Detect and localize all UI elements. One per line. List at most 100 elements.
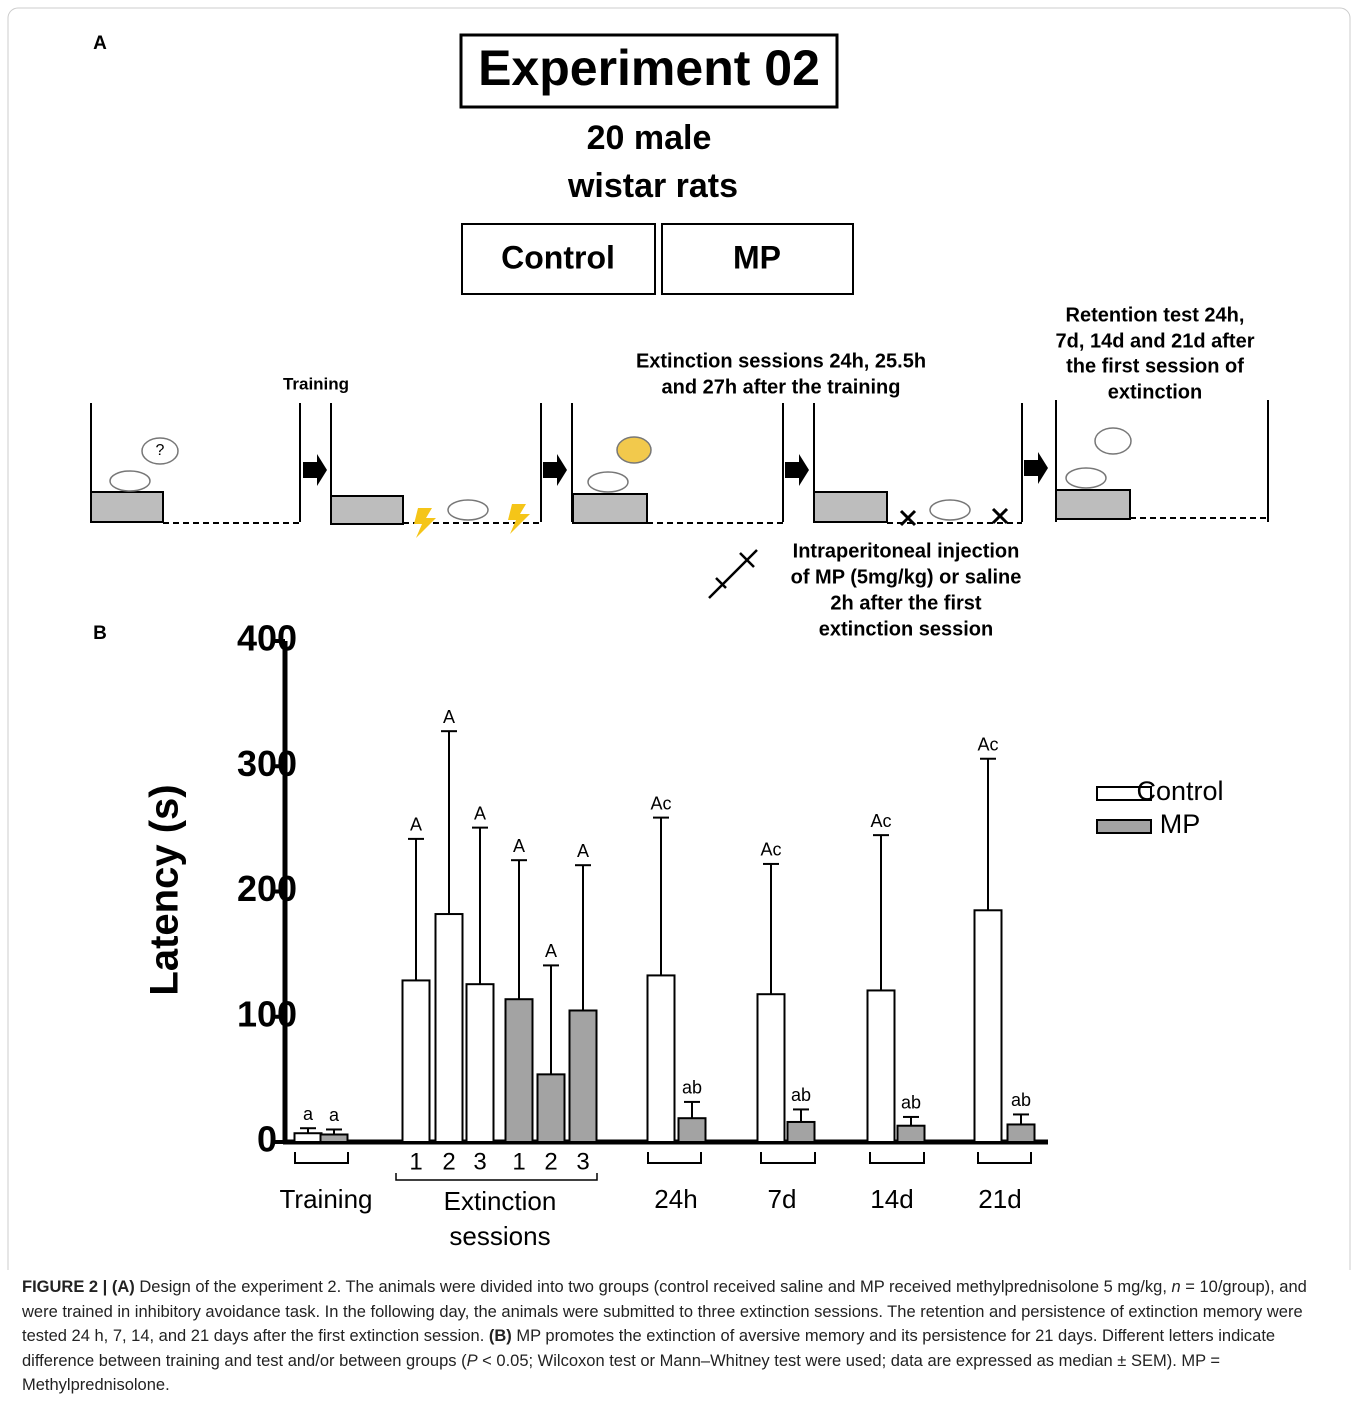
group-label: 21d	[978, 1184, 1021, 1214]
step-label: of MP (5mg/kg) or saline	[791, 566, 1022, 588]
arrows	[303, 452, 1048, 486]
step-label: Intraperitoneal injection	[793, 540, 1020, 562]
bar	[401, 979, 431, 1143]
group-label: MP	[733, 239, 781, 275]
bar	[866, 989, 896, 1144]
subjects: wistar rats	[567, 167, 738, 205]
group-bracket	[977, 1152, 1032, 1164]
group-bracket	[869, 1152, 925, 1164]
caption-text: = 10/group), and were trained in inhibit…	[22, 1278, 1307, 1345]
step-label: Training	[283, 374, 349, 393]
panel-label: B	[93, 623, 107, 644]
step-label: Retention test 24h,	[1066, 304, 1245, 326]
step-label: 2h after the first	[830, 592, 981, 614]
group-bracket	[395, 1173, 598, 1181]
x-tick-label: 1	[512, 1148, 525, 1175]
bar	[536, 1073, 566, 1143]
group-label: 24h	[654, 1184, 697, 1214]
chambers	[90, 400, 1269, 524]
group-label: Training	[280, 1184, 373, 1214]
platforms	[90, 489, 1131, 525]
y-tick-label: 300	[237, 743, 297, 784]
caption-text: < 0.05; Wilcoxon test or Mann–Whitney te…	[22, 1351, 1221, 1395]
significance-letter: A	[577, 841, 589, 861]
y-tick-label: 0	[257, 1119, 277, 1160]
y-tick-label: 400	[237, 618, 297, 659]
caption-text: n	[1171, 1278, 1181, 1296]
shocks	[414, 504, 530, 538]
step-label: the first session of	[1066, 355, 1244, 377]
significance-letter: A	[513, 836, 525, 856]
title: Experiment 02	[478, 40, 820, 96]
bar	[504, 998, 534, 1144]
caption-text: Design of the experiment 2. The animals …	[134, 1278, 1172, 1296]
group-label: Control	[501, 239, 615, 275]
caption-text: P	[466, 1351, 478, 1370]
x-tick-label: 2	[544, 1148, 557, 1175]
significance-letter: a	[329, 1105, 340, 1125]
thought-text: ?	[156, 442, 165, 459]
frame	[7, 7, 1351, 1270]
syringe	[708, 549, 758, 599]
bar	[293, 1132, 323, 1144]
significance-letter: ab	[901, 1093, 921, 1113]
legend-label: MP	[1160, 809, 1201, 839]
step-label: 7d, 14d and 21d after	[1056, 330, 1255, 352]
figure: A Experiment 02 20 male wistar rats Cont…	[7, 7, 1351, 1270]
panel-label: A	[93, 33, 107, 54]
group-label: 14d	[870, 1184, 913, 1214]
bar	[434, 913, 464, 1143]
significance-letter: Ac	[650, 793, 671, 813]
bar	[319, 1133, 349, 1143]
caption-text: (B)	[488, 1327, 512, 1345]
significance-letter: a	[303, 1104, 314, 1124]
bar	[896, 1124, 926, 1144]
bar	[646, 974, 676, 1143]
significance-letter: ab	[791, 1085, 811, 1105]
y-tick-label: 100	[237, 993, 297, 1034]
step-label: and 27h after the training	[662, 376, 901, 398]
legend-swatch	[1096, 786, 1152, 801]
legend-label: Control	[1136, 776, 1223, 806]
subjects: 20 male	[587, 119, 712, 157]
x-tick-label: 2	[442, 1148, 455, 1175]
bar	[973, 909, 1003, 1143]
group-box	[661, 223, 854, 295]
chart: 0 100 200 300 400 a A A A Ac Ac Ac Ac Control a A A Aab ab…	[237, 618, 1224, 1251]
x-tick-label: 3	[473, 1148, 486, 1175]
significance-letter: A	[443, 707, 455, 727]
no-shock	[899, 507, 1009, 527]
group-bracket	[760, 1152, 816, 1164]
y-tick-label: 200	[237, 868, 297, 909]
significance-letter: Ac	[977, 734, 998, 754]
bar	[786, 1120, 816, 1143]
caption-text: MP promotes the extinction of aversive m…	[22, 1327, 1276, 1370]
group-label: Extinction sessions	[443, 1186, 557, 1251]
bar	[1006, 1123, 1036, 1143]
group-bracket	[294, 1152, 349, 1164]
legend-swatch	[1096, 819, 1152, 834]
bar	[465, 983, 495, 1143]
significance-letter: A	[545, 941, 557, 961]
caption-text: (A)	[111, 1278, 135, 1296]
group-box	[461, 223, 656, 295]
caption: FIGURE 2 | (A) Design of the experiment …	[22, 1275, 1322, 1398]
significance-letter: A	[410, 815, 422, 835]
title-box	[459, 33, 839, 109]
significance-letter: A	[474, 803, 486, 823]
group-bracket	[647, 1152, 702, 1164]
step-label: Extinction sessions 24h, 25.5h	[636, 350, 926, 372]
significance-letter: ab	[682, 1078, 702, 1098]
bar	[568, 1009, 598, 1143]
significance-letter: ab	[1011, 1090, 1031, 1110]
step-label: extinction	[1108, 381, 1202, 403]
x-tick-label: 3	[576, 1148, 589, 1175]
group-label-box: Extinction sessions	[443, 1186, 557, 1251]
x-tick-label: 1	[409, 1148, 422, 1175]
group-label: 7d	[768, 1184, 797, 1214]
y-axis-label: Latency (s)	[143, 784, 187, 995]
rats	[109, 427, 1132, 521]
significance-letter: Ac	[760, 840, 781, 860]
significance-letter: Ac	[870, 811, 891, 831]
